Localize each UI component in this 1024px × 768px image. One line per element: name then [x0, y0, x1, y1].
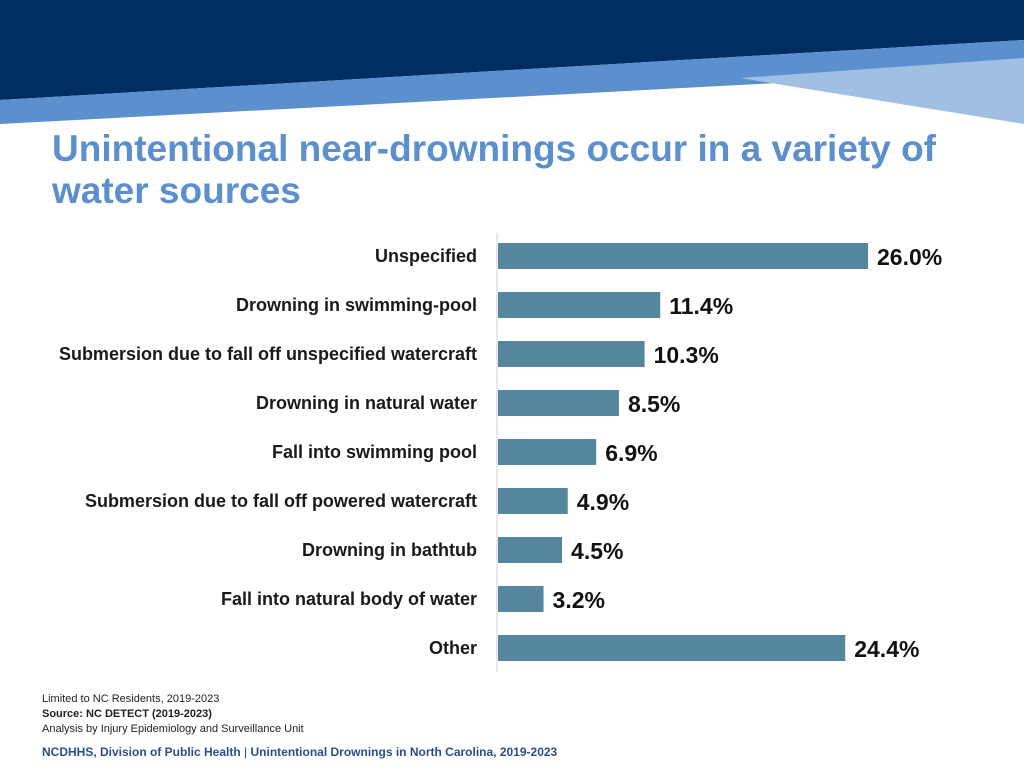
note-source: Source: NC DETECT (2019-2023)	[42, 708, 212, 720]
value-label: 3.2%	[553, 587, 605, 613]
footer-report: Unintentional Drownings in North Carolin…	[250, 745, 558, 759]
chart-notes: Limited to NC Residents, 2019-2023 Sourc…	[42, 692, 642, 737]
page-title: Unintentional near-drownings occur in a …	[52, 128, 937, 211]
bar	[498, 243, 868, 269]
category-label: Drowning in natural water	[256, 393, 477, 413]
category-label: Fall into natural body of water	[221, 589, 477, 609]
category-label: Submersion due to fall off unspecified w…	[59, 344, 477, 364]
bar	[498, 341, 645, 367]
banner-dark-band	[0, 0, 1024, 100]
value-label: 24.4%	[854, 636, 919, 662]
bar	[498, 635, 846, 661]
category-label: Other	[429, 638, 477, 658]
value-label: 26.0%	[877, 244, 942, 270]
note-population: Limited to NC Residents, 2019-2023	[42, 693, 220, 705]
bar	[498, 537, 563, 563]
footer: NCDHHS, Division of Public Health | Unin…	[42, 745, 942, 759]
value-label: 6.9%	[605, 440, 657, 466]
category-label: Unspecified	[375, 246, 477, 266]
note-analysis: Analysis by Injury Epidemiology and Surv…	[42, 723, 304, 735]
category-label: Submersion due to fall off powered water…	[85, 491, 477, 511]
footer-org: NCDHHS, Division of Public Health	[42, 745, 241, 759]
value-label: 8.5%	[628, 391, 680, 417]
bar	[498, 390, 619, 416]
category-label: Drowning in bathtub	[302, 540, 477, 560]
header-banner	[0, 0, 1024, 124]
value-label: 10.3%	[654, 342, 719, 368]
bar	[498, 488, 568, 514]
category-label: Fall into swimming pool	[272, 442, 477, 462]
banner-mid-stripe	[0, 40, 1024, 124]
banner-light-stripe	[740, 58, 1024, 124]
bar	[498, 292, 661, 318]
category-label: Drowning in swimming-pool	[236, 295, 477, 315]
value-label: 4.9%	[577, 489, 629, 515]
footer-separator: |	[244, 745, 248, 759]
bar	[498, 586, 544, 612]
value-label: 11.4%	[669, 293, 733, 319]
value-label: 4.5%	[571, 538, 623, 564]
bar	[498, 439, 597, 465]
